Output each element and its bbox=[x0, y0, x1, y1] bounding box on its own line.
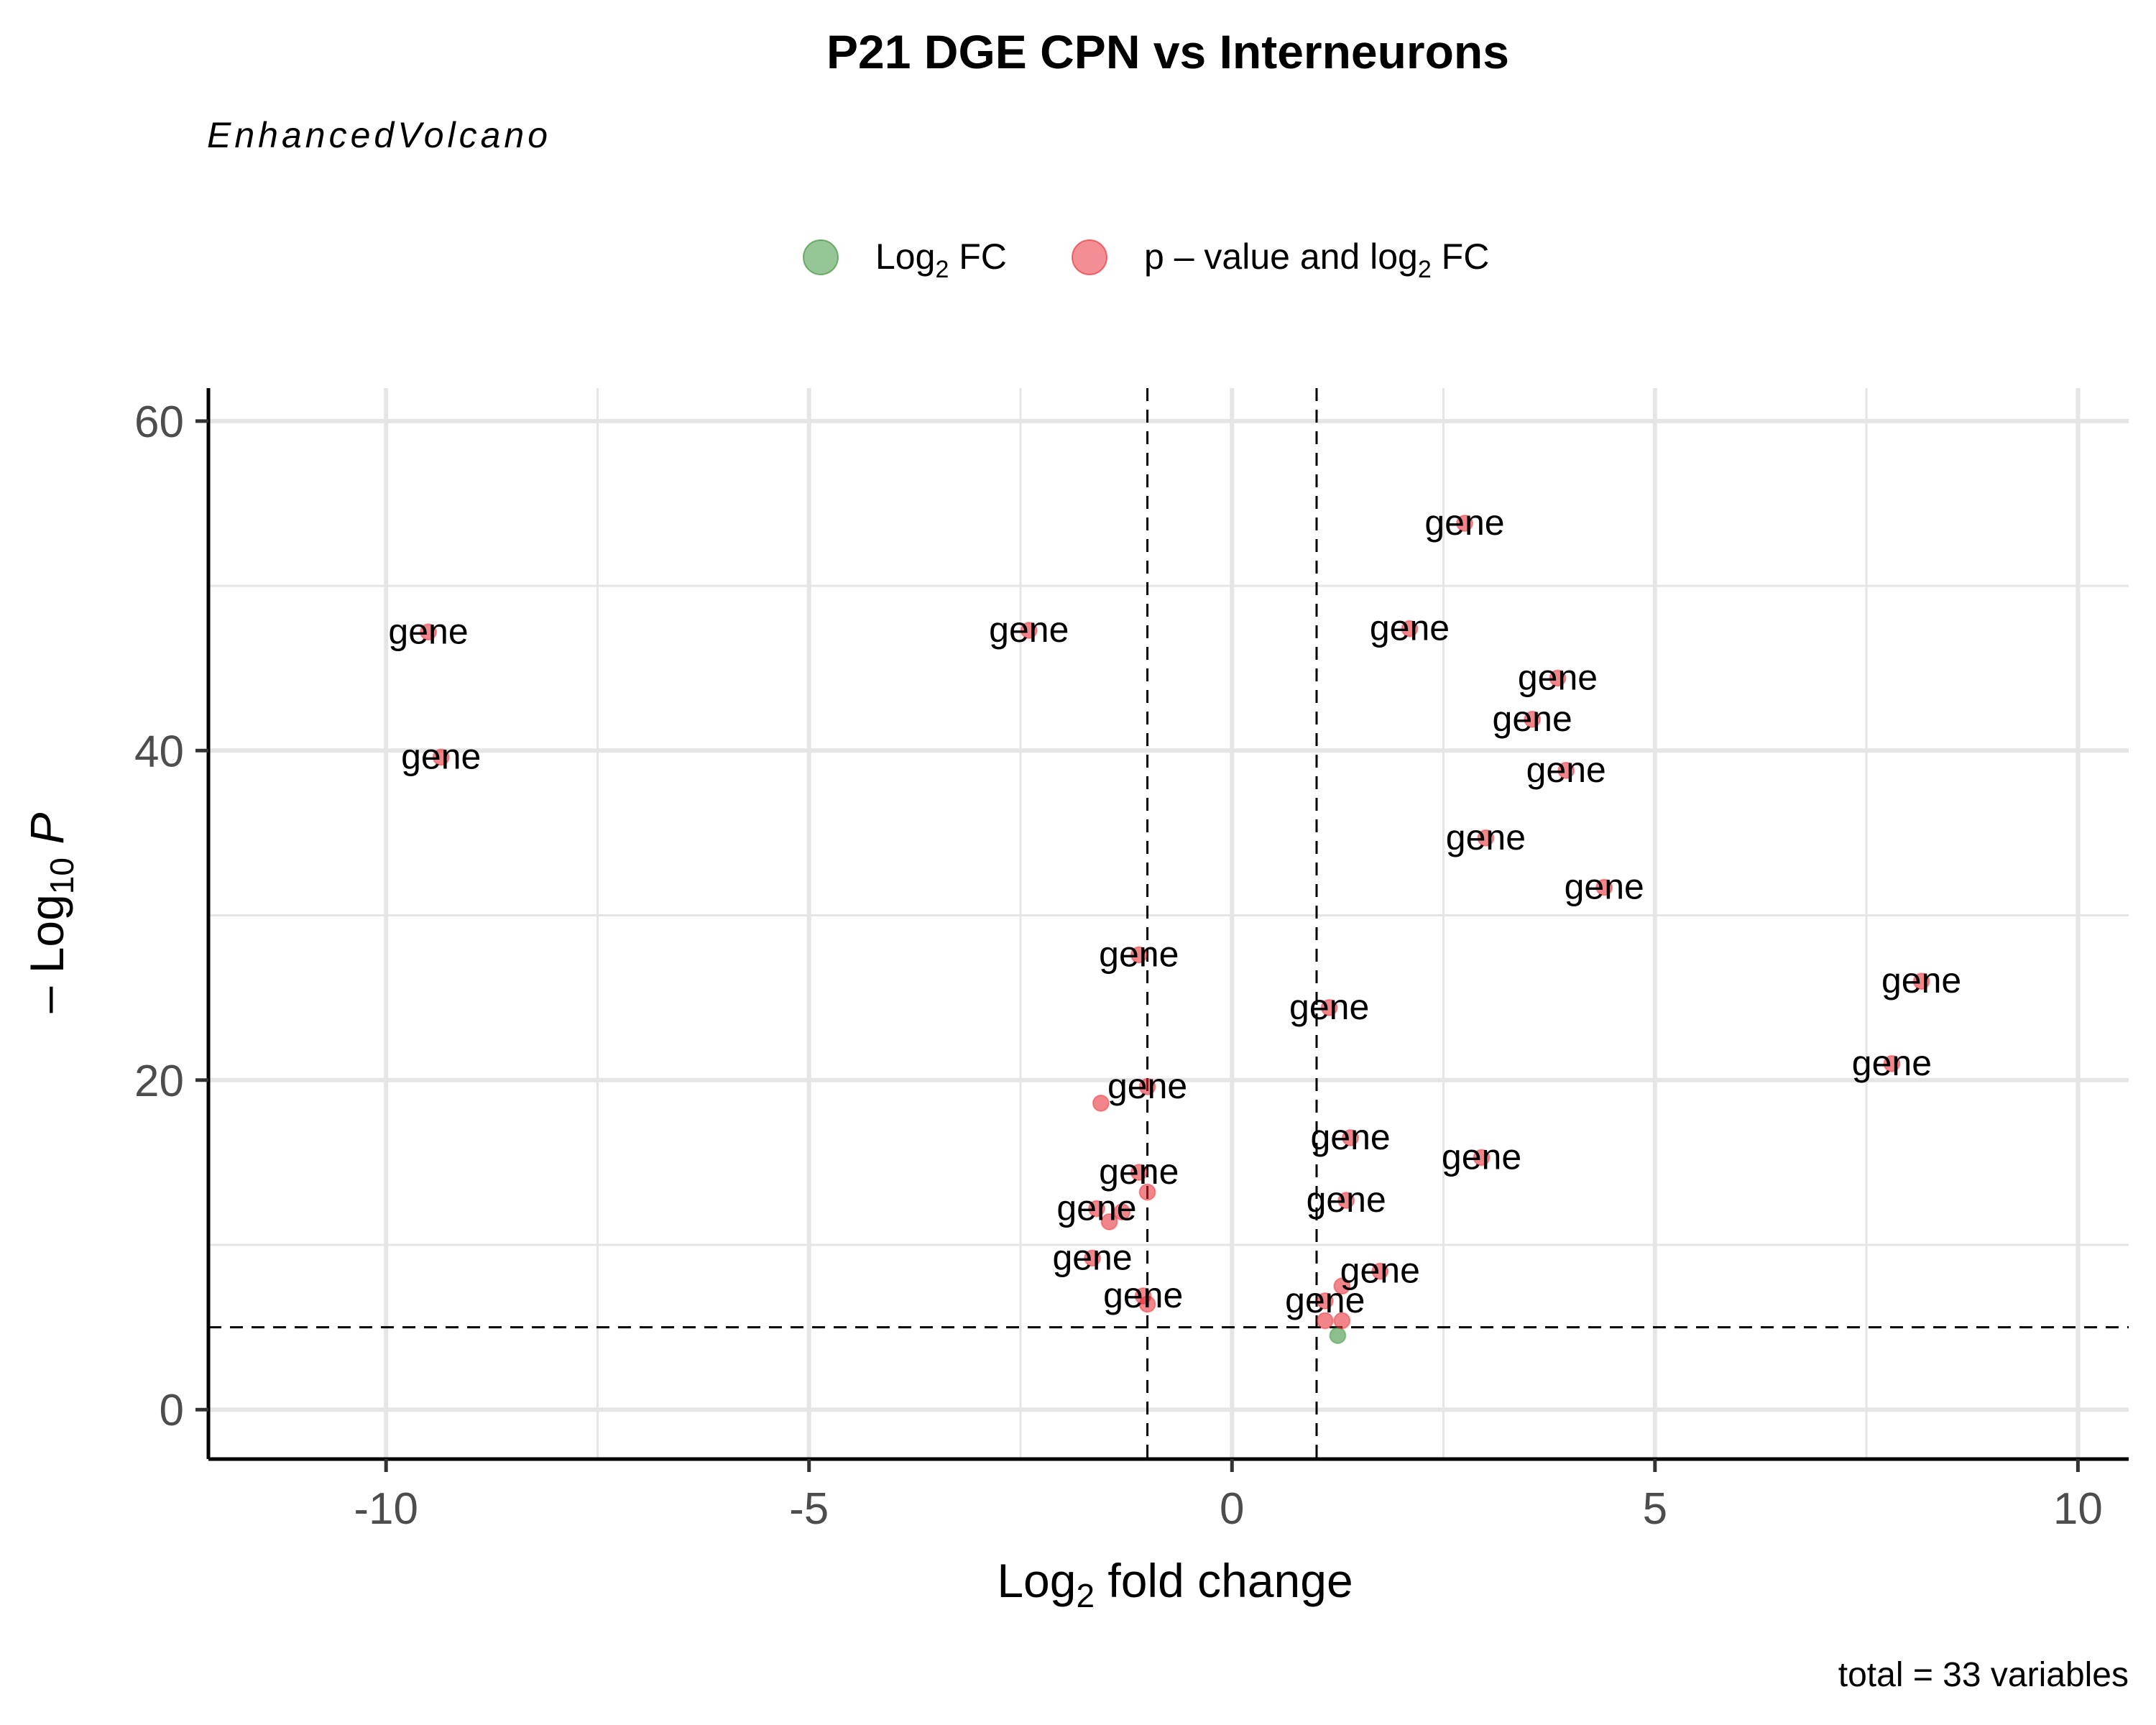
data-point bbox=[1113, 1203, 1131, 1221]
point-label: gene bbox=[1056, 1188, 1136, 1228]
point-label: gene bbox=[1052, 1237, 1132, 1277]
data-point bbox=[1100, 1213, 1118, 1230]
data-point bbox=[1138, 1183, 1156, 1201]
data-point bbox=[1371, 1262, 1389, 1280]
y-tick-label: 40 bbox=[134, 727, 184, 776]
data-point bbox=[1130, 1164, 1148, 1182]
point-label: gene bbox=[1310, 1117, 1390, 1157]
data-point bbox=[1549, 669, 1567, 687]
data-point bbox=[1342, 1129, 1360, 1146]
data-point bbox=[1130, 946, 1148, 964]
data-point bbox=[1333, 1312, 1351, 1330]
data-point bbox=[420, 623, 438, 641]
legend-key-pvalue-log2fc bbox=[1072, 239, 1107, 275]
data-point bbox=[1883, 1054, 1901, 1072]
chart-caption: total = 33 variables bbox=[1838, 1656, 2129, 1694]
data-point bbox=[1912, 972, 1930, 990]
point-label: gene bbox=[989, 610, 1069, 650]
data-points bbox=[420, 514, 1930, 1345]
data-point bbox=[1020, 621, 1038, 639]
y-tick-label: 0 bbox=[160, 1386, 184, 1435]
data-point bbox=[1333, 1277, 1351, 1295]
data-point bbox=[1524, 710, 1542, 728]
x-tick-label: 5 bbox=[1643, 1484, 1667, 1534]
point-label: gene bbox=[1099, 1151, 1179, 1192]
data-point bbox=[1401, 620, 1419, 638]
point-label: gene bbox=[388, 611, 468, 651]
data-point bbox=[1138, 1295, 1156, 1313]
point-label: gene bbox=[1881, 960, 1961, 1000]
y-tick-label: 60 bbox=[134, 397, 184, 447]
point-label: gene bbox=[1099, 934, 1179, 975]
point-label: gene bbox=[1442, 1137, 1521, 1177]
data-point bbox=[1320, 998, 1338, 1016]
point-label: gene bbox=[1107, 1066, 1187, 1106]
data-point bbox=[1477, 829, 1495, 847]
point-label: gene bbox=[1493, 699, 1572, 739]
legend: Log2 FC p – value and log2 FC bbox=[803, 236, 1489, 283]
data-point bbox=[1337, 1192, 1355, 1210]
y-tick-label: 20 bbox=[134, 1057, 184, 1106]
x-tick-label: -10 bbox=[354, 1484, 418, 1534]
point-label: gene bbox=[1424, 502, 1504, 543]
data-point bbox=[1316, 1312, 1334, 1330]
threshold-lines bbox=[208, 388, 2129, 1459]
data-point bbox=[1092, 1094, 1110, 1112]
data-point bbox=[1084, 1249, 1102, 1267]
data-point bbox=[1138, 1077, 1156, 1095]
chart-subtitle: EnhancedVolcano bbox=[207, 115, 551, 155]
point-label: gene bbox=[1340, 1251, 1420, 1291]
point-label: gene bbox=[1307, 1179, 1386, 1220]
point-label: gene bbox=[1526, 750, 1606, 790]
point-label: gene bbox=[1370, 608, 1450, 648]
legend-label-pvalue-log2fc: p – value and log2 FC bbox=[1144, 236, 1489, 283]
point-label: gene bbox=[1285, 1280, 1365, 1320]
data-point bbox=[1087, 1200, 1105, 1218]
data-point bbox=[1329, 1327, 1347, 1345]
data-point bbox=[1595, 878, 1613, 896]
data-point bbox=[1473, 1149, 1491, 1167]
data-point bbox=[1455, 514, 1473, 532]
point-label: gene bbox=[1518, 657, 1598, 697]
legend-label-log2fc: Log2 FC bbox=[875, 236, 1007, 283]
point-label: gene bbox=[1289, 987, 1369, 1027]
data-point bbox=[1316, 1292, 1334, 1310]
legend-key-log2fc bbox=[803, 239, 839, 275]
x-tick-label: -5 bbox=[789, 1484, 829, 1534]
point-label: gene bbox=[1446, 817, 1526, 857]
point-label: gene bbox=[1103, 1275, 1183, 1315]
chart-title: P21 DGE CPN vs Interneurons bbox=[826, 25, 1509, 78]
x-axis-title: Log2 fold change bbox=[997, 1554, 1353, 1614]
point-label: gene bbox=[1852, 1043, 1932, 1083]
grid bbox=[208, 388, 2129, 1459]
x-tick-label: 10 bbox=[2053, 1484, 2103, 1534]
axes: -10 -5 0 5 10 0 20 40 60 bbox=[134, 388, 2129, 1534]
data-point bbox=[1557, 761, 1575, 779]
point-label: gene bbox=[401, 736, 481, 776]
y-axis-title: – Log10 P bbox=[20, 813, 80, 1013]
x-tick-label: 0 bbox=[1220, 1484, 1244, 1534]
point-label: gene bbox=[1565, 867, 1644, 907]
data-point bbox=[432, 748, 450, 766]
